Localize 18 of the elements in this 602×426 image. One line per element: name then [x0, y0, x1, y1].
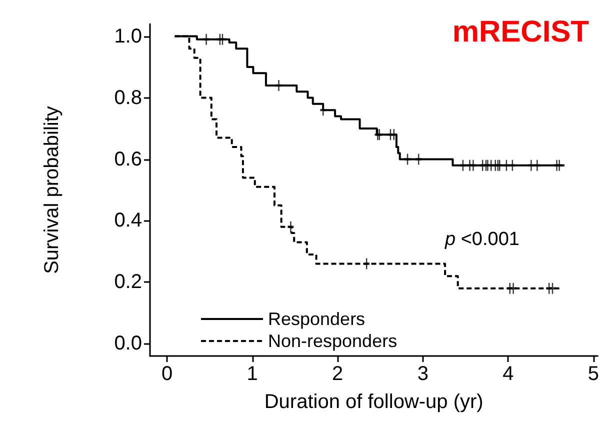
y-axis-title: Survival probability	[41, 106, 63, 274]
x-tick-label: 2	[332, 363, 344, 385]
y-tick-label: 0.4	[114, 210, 142, 232]
x-axis-title: Duration of follow-up (yr)	[264, 391, 484, 413]
annotation: p <0.001	[444, 229, 520, 250]
x-tick-label: 3	[417, 363, 428, 385]
y-tick-label: 1.0	[114, 25, 142, 48]
x-tick-label: 1	[246, 363, 258, 385]
legend-label: Non-responders	[268, 331, 398, 351]
legend-label: Responders	[268, 309, 366, 329]
y-tick-label: 0.8	[114, 86, 142, 109]
y-tick-label: 0.0	[114, 332, 142, 355]
y-tick-label: 0.6	[114, 148, 142, 170]
x-tick-label: 4	[502, 363, 514, 385]
y-tick-label: 0.2	[114, 271, 142, 294]
x-tick-label: 5	[588, 363, 599, 385]
x-tick-label: 0	[161, 363, 173, 385]
chart-title: mRECIST	[452, 16, 590, 48]
